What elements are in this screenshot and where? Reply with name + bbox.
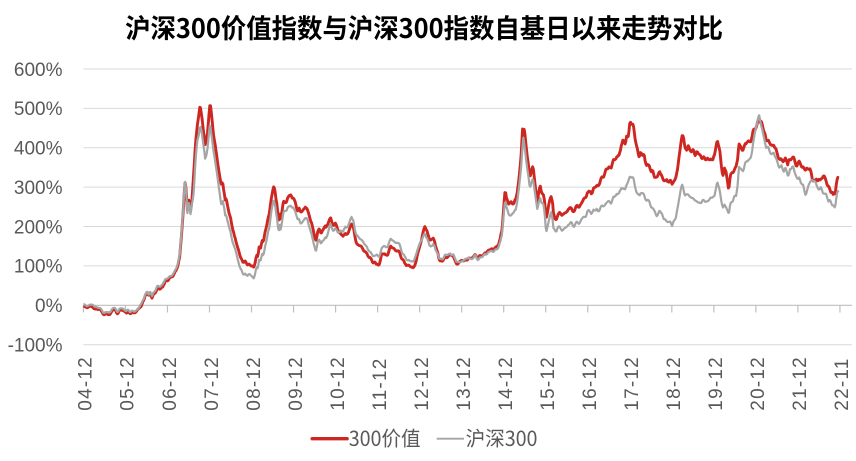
- svg-text:08-12: 08-12: [244, 356, 265, 411]
- svg-text:600%: 600%: [14, 60, 63, 81]
- svg-text:100%: 100%: [14, 257, 63, 278]
- svg-text:0%: 0%: [35, 296, 63, 317]
- svg-text:400%: 400%: [14, 139, 63, 160]
- svg-text:13-12: 13-12: [454, 356, 475, 411]
- svg-text:17-12: 17-12: [622, 356, 643, 411]
- svg-text:18-12: 18-12: [664, 356, 685, 411]
- svg-text:07-12: 07-12: [202, 356, 223, 411]
- svg-text:21-12: 21-12: [790, 356, 811, 411]
- svg-text:20-12: 20-12: [748, 356, 769, 411]
- svg-text:19-12: 19-12: [706, 356, 727, 411]
- svg-text:-100%: -100%: [8, 336, 63, 357]
- svg-text:10-12: 10-12: [328, 356, 349, 411]
- svg-text:06-12: 06-12: [160, 356, 181, 411]
- svg-text:14-12: 14-12: [496, 356, 517, 411]
- svg-text:22-11: 22-11: [832, 358, 853, 411]
- svg-text:500%: 500%: [14, 99, 63, 120]
- svg-text:05-12: 05-12: [118, 356, 139, 411]
- svg-text:04-12: 04-12: [76, 356, 97, 411]
- svg-text:11-12: 11-12: [370, 358, 391, 411]
- svg-text:300%: 300%: [14, 178, 63, 199]
- svg-text:09-12: 09-12: [286, 356, 307, 411]
- svg-text:15-12: 15-12: [538, 356, 559, 411]
- svg-text:12-12: 12-12: [412, 356, 433, 411]
- svg-text:200%: 200%: [14, 217, 63, 238]
- svg-text:16-12: 16-12: [580, 356, 601, 411]
